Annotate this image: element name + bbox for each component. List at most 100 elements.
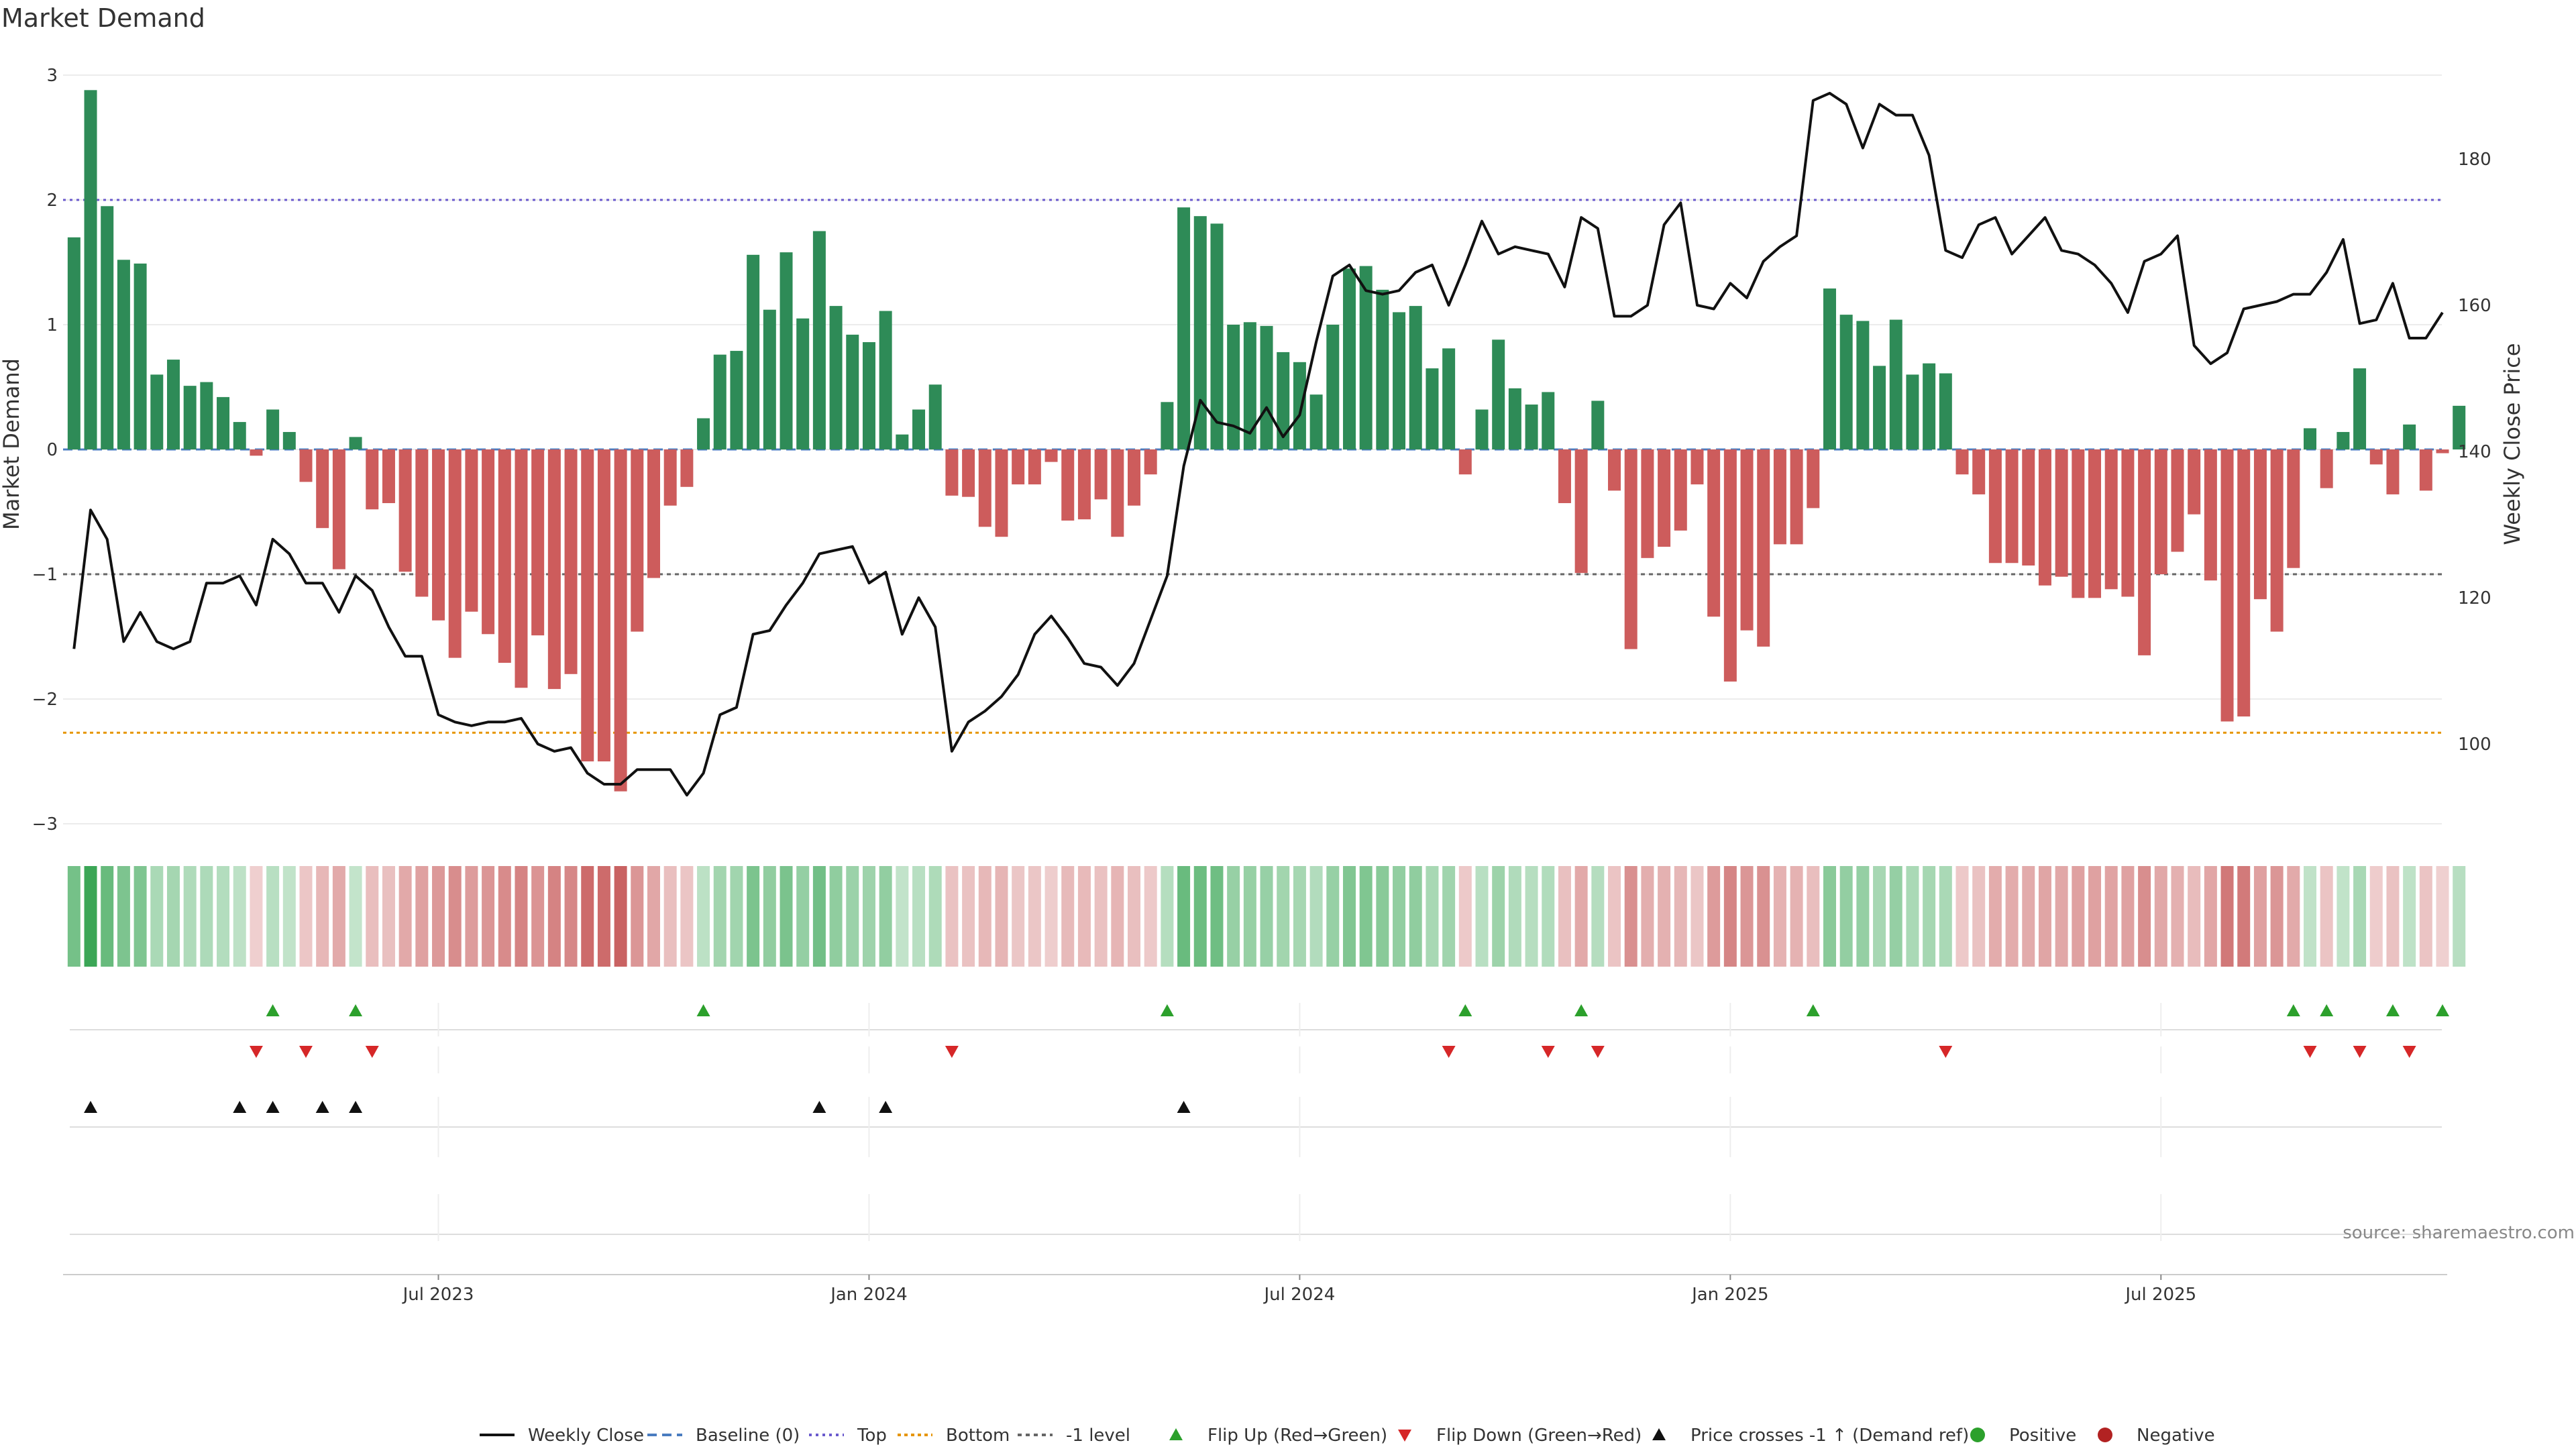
heat-cell [1773,866,1786,967]
source-note: source: sharemaestro.com [2343,1223,2575,1243]
heat-cell [1210,866,1224,967]
demand-bar-positive [183,386,197,449]
heat-cell [2154,866,2167,967]
heat-cell [2237,866,2251,967]
demand-bar-negative [2188,449,2201,515]
heat-cell [316,866,329,967]
demand-bar-negative [2287,449,2300,568]
heat-cell [2138,866,2151,967]
heat-cell [2253,866,2267,967]
demand-bar-negative [597,449,610,761]
demand-bar-positive [84,90,97,449]
demand-bar-negative [614,449,627,792]
left-axis-label: Market Demand [0,358,24,530]
weekly-close-line [72,91,2444,797]
demand-bar-positive [1873,366,1886,449]
heat-cell [1690,866,1704,967]
demand-bar-negative [1757,449,1770,647]
heat-cell [1574,866,1588,967]
demand-bar-positive [1542,392,1555,449]
flip-up-marker [1160,1004,1174,1016]
demand-bar-positive [1376,289,1389,449]
heat-cell [1393,866,1406,967]
demand-bar-positive [2353,368,2367,449]
demand-bar-negative [1658,449,1671,547]
legend-label: Flip Down (Green→Red) [1436,1426,1642,1446]
demand-bar-positive [2303,428,2316,449]
flip-up-marker [1574,1004,1589,1016]
demand-bar-negative [2386,449,2400,494]
heat-cell [945,866,959,967]
flip-down-marker [1939,1046,1953,1058]
demand-bar-negative [547,449,561,690]
heat-cell [978,866,991,967]
chart-title: Market Demand [1,3,205,33]
demand-bar-negative [2022,449,2035,566]
demand-bar-positive [2453,405,2466,449]
demand-bar-negative [250,449,263,456]
heat-cell [2353,866,2367,967]
heat-cell [2403,866,2416,967]
heat-cell [1757,866,1770,967]
heat-cell [862,866,875,967]
demand-bar-negative [1955,449,1969,475]
flip-up-marker [2286,1004,2300,1016]
demand-bar-positive [166,360,180,449]
heat-cell [84,866,97,967]
heat-cell [1608,866,1621,967]
demand-bar-positive [896,434,909,449]
demand-bar-positive [747,254,760,449]
heat-cell [482,866,495,967]
heat-cell [101,866,114,967]
demand-bar-positive [1359,266,1373,449]
heat-cell [796,866,810,967]
legend-swatch [1169,1428,1183,1440]
heat-cell [1193,866,1207,967]
demand-bar-negative [366,449,379,510]
demand-bar-positive [713,354,727,449]
demand-bar-negative [2237,449,2251,717]
demand-bar-positive [763,309,776,449]
demand-bar-positive [1856,321,1870,449]
flip-down-marker [1541,1046,1555,1058]
heat-cell [217,866,230,967]
right-tick-label: 140 [2458,442,2491,462]
flip-up-marker [2320,1004,2334,1016]
heat-cell [1723,866,1737,967]
demand-bar-positive [1326,325,1340,449]
heat-cell [332,866,345,967]
demand-bar-negative [1094,449,1108,500]
heat-cell [1823,866,1836,967]
legend-swatch [1652,1428,1666,1440]
heat-cell [250,866,263,967]
heat-cell [1873,866,1886,967]
heat-cell [1889,866,1902,967]
demand-bar-positive [1442,348,1456,449]
demand-bar-positive [117,260,130,449]
demand-bar-negative [382,449,395,503]
heat-cell [2038,866,2051,967]
demand-bar-positive [101,206,114,449]
demand-bar-negative [316,449,329,529]
flip-up-marker [1806,1004,1820,1016]
demand-bar-positive [1823,288,1836,449]
demand-bar-negative [995,449,1008,537]
demand-bar-negative [498,449,511,663]
heat-cell [697,866,710,967]
signal-markers [70,1003,2450,1241]
demand-bar-negative [2038,449,2051,586]
heat-cell [1856,866,1870,967]
demand-bar-positive [1839,315,1853,449]
heat-cell [448,866,462,967]
flip-up-marker [696,1004,710,1016]
heat-cell [432,866,445,967]
heat-cell [233,866,246,967]
heat-cell [2419,866,2432,967]
heat-cell [166,866,180,967]
demand-bar-negative [1608,449,1621,491]
demand-heat-strip [67,866,2466,967]
demand-bar-positive [1426,368,1439,449]
heat-cell [1012,866,1025,967]
heat-cell [2220,866,2234,967]
demand-bar-positive [1293,362,1306,449]
